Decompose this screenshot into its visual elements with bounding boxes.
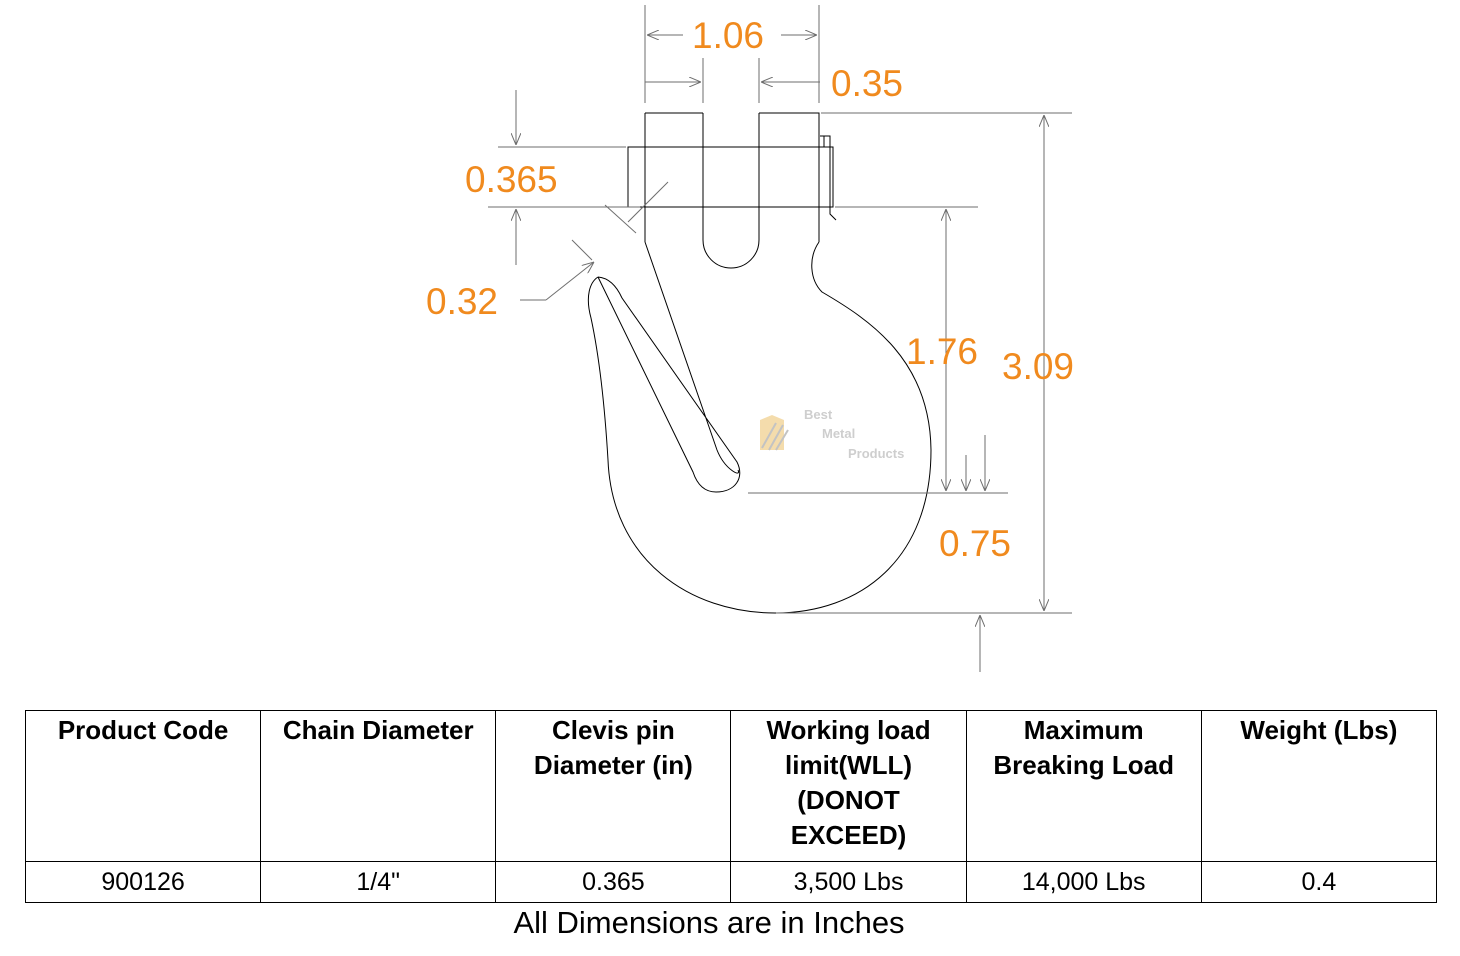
clevis-pin: [627, 146, 834, 208]
cell-working-load-limit: 3,500 Lbs: [730, 861, 967, 903]
dim-label-3-09: 3.09: [1002, 346, 1074, 387]
header-working-load-limit: Working load limit(WLL) (DONOT EXCEED): [730, 710, 967, 862]
logo-line3: Products: [848, 446, 904, 461]
dim-label-1-06: 1.06: [692, 15, 764, 56]
cell-maximum-breaking-load: 14,000 Lbs: [965, 861, 1202, 903]
hook-body: [587, 241, 932, 614]
cell-chain-diameter: 1/4": [260, 861, 497, 903]
inner-edge: [597, 241, 741, 493]
hook-outline: [587, 112, 932, 614]
header-weight: Weight (Lbs): [1200, 710, 1438, 862]
logo-line1: Best: [804, 407, 833, 422]
spec-table: Product Code Chain Diameter Clevis pin D…: [24, 710, 1438, 903]
best-metal-products-logo: Best Metal Products: [760, 407, 904, 461]
slot: [702, 113, 760, 269]
pin-cotter: [820, 135, 837, 221]
dim-label-0-32: 0.32: [426, 281, 498, 322]
table-header-row: Product Code Chain Diameter Clevis pin D…: [24, 710, 1438, 862]
header-product-code: Product Code: [24, 710, 262, 862]
hook-diagram: Best Metal Products 1.06 0.35 0.365 0.32…: [426, 5, 1074, 672]
dimension-lines: [488, 5, 1072, 672]
header-clevis-pin-diameter: Clevis pin Diameter (in): [495, 710, 732, 862]
header-chain-diameter: Chain Diameter: [260, 710, 497, 862]
cell-clevis-pin-diameter: 0.365: [495, 861, 732, 903]
dim-label-0-365: 0.365: [465, 159, 558, 200]
prong-top-right: [759, 112, 820, 242]
logo-line2: Metal: [822, 426, 855, 441]
cell-weight: 0.4: [1200, 861, 1438, 903]
cell-product-code: 900126: [24, 861, 262, 903]
header-maximum-breaking-load: Maximum Breaking Load: [965, 710, 1202, 862]
footnote: All Dimensions are in Inches: [513, 905, 905, 940]
dim-label-0-75: 0.75: [939, 523, 1011, 564]
dim-label-0-35: 0.35: [831, 63, 903, 104]
dim-label-1-76: 1.76: [906, 331, 978, 372]
table-row: 900126 1/4" 0.365 3,500 Lbs 14,000 Lbs 0…: [24, 861, 1438, 903]
